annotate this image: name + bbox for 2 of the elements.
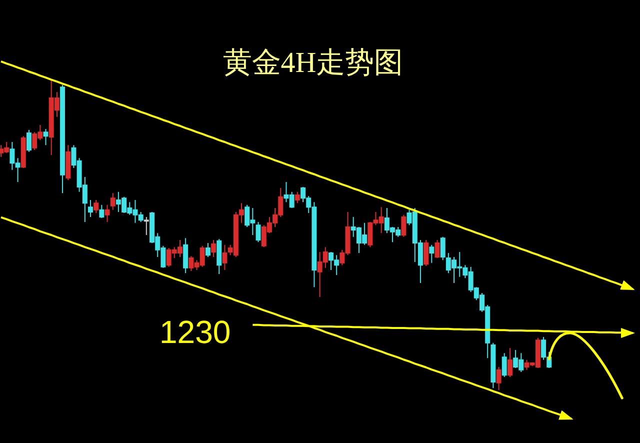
line-label: 1230 [160, 314, 231, 350]
title: 黄金4H走势图 [222, 47, 404, 79]
